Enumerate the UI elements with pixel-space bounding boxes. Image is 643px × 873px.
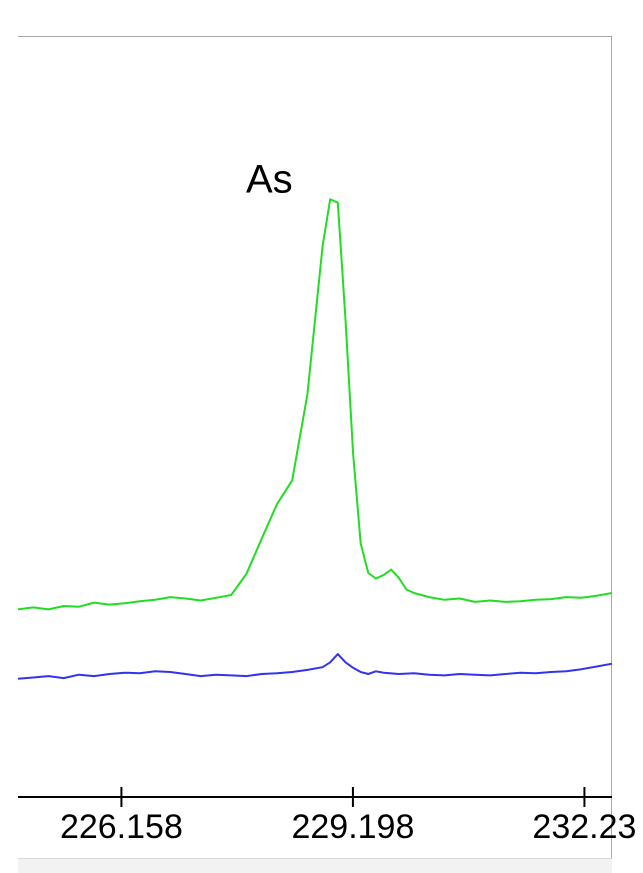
plot-frame: [18, 36, 612, 873]
series-layer: [17, 198, 613, 680]
x-axis-ticks: 226.158 229.198 232.23: [60, 787, 636, 846]
series-line-2: [17, 653, 613, 680]
annotation-layer: As: [246, 157, 293, 201]
x-tick-label: 226.158: [60, 808, 183, 846]
x-tick-label: 229.198: [291, 808, 414, 846]
peak-annotation: As: [246, 157, 293, 201]
x-tick-label: 232.23: [532, 808, 636, 846]
scroll-strip: [18, 858, 612, 873]
series-line-1: [17, 198, 613, 611]
